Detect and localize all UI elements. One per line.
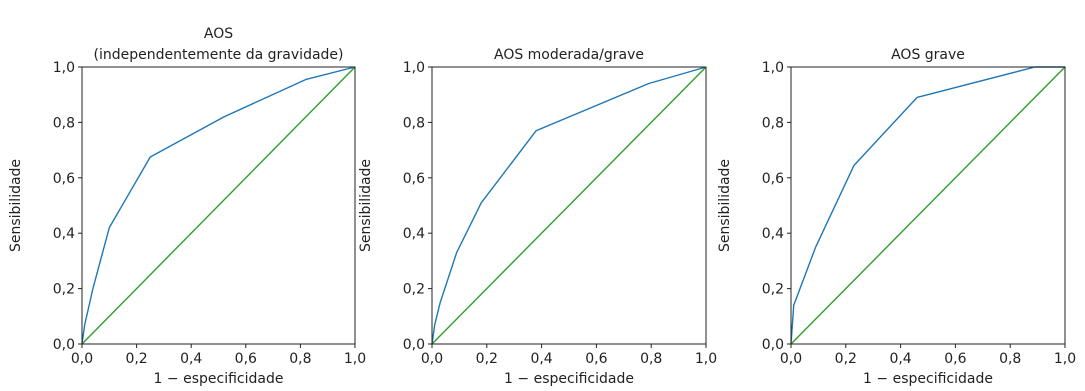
y-tick-label: 0,2 [53,282,75,298]
y-tick-label: 0,6 [762,171,784,187]
x-tick-label: 0,0 [71,351,93,367]
y-tick-label: 0,4 [403,226,425,242]
x-tick-label: 1,0 [695,351,717,367]
roc-curve-line [81,66,356,345]
chart-title-line: AOS grave [891,47,965,63]
reference-diagonal-line [431,66,707,345]
x-tick-label: 1,0 [1054,351,1076,367]
x-tick-label: 0,6 [944,351,966,367]
y-tick-label: 0,4 [53,226,75,242]
x-tick-label: 0,6 [235,351,257,367]
y-tick-label: 0,0 [403,337,425,353]
x-tick-label: 0,4 [530,351,552,367]
y-tick-label: 0,2 [762,282,784,298]
y-tick-label: 0,4 [762,226,784,242]
chart-panel-2: AOS moderada/grave 0,0 0,2 0,4 0,6 0,8 1,0 0,0 0… [358,47,717,387]
chart-panel-1: AOS(independentemente da gravidade)0,0 0,… [8,26,366,387]
chart-title-line: AOS moderada/grave [494,47,644,63]
reference-diagonal-line [790,66,1066,345]
x-tick-label: 1,0 [344,351,366,367]
chart-title-line: (independentemente da gravidade) [94,47,344,63]
y-tick-label: 0,0 [53,337,75,353]
x-tick-label: 0,2 [476,351,498,367]
y-tick-label: 0,8 [403,115,425,131]
x-tick-label: 0,8 [640,351,662,367]
y-tick-label: 1,0 [403,60,425,76]
x-tick-label: 0,4 [889,351,911,367]
y-tick-label: 0,0 [762,337,784,353]
x-tick-label: 0,8 [289,351,311,367]
y-tick-label: 0,6 [403,171,425,187]
chart-title-line: AOS [204,26,233,42]
roc-curve-line [431,66,707,345]
y-tick-label: 1,0 [53,60,75,76]
x-axis-label: 1 − especificidade [154,371,284,387]
y-tick-label: 1,0 [762,60,784,76]
y-tick-label: 0,8 [762,115,784,131]
x-tick-label: 0,0 [780,351,802,367]
plot-frame [81,66,356,345]
chart-panel-3: AOS grave 0,0 0,2 0,4 0,6 0,8 1,0 0,0 0,2 0,4 0,6 0… [717,47,1076,387]
x-tick-label: 0,8 [999,351,1021,367]
x-tick-label: 0,0 [421,351,443,367]
plot-frame [431,66,707,345]
x-tick-label: 0,2 [835,351,857,367]
y-axis-label: Sensibilidade [358,159,374,252]
y-axis-label: Sensibilidade [717,159,733,252]
y-axis-label: Sensibilidade [8,159,24,252]
y-tick-label: 0,6 [53,171,75,187]
x-tick-label: 0,4 [180,351,202,367]
plot-frame [790,66,1066,345]
x-tick-label: 0,2 [125,351,147,367]
y-tick-label: 0,2 [403,282,425,298]
x-axis-label: 1 − especificidade [863,371,993,387]
x-tick-label: 0,6 [585,351,607,367]
x-axis-label: 1 − especificidade [504,371,634,387]
y-tick-label: 0,8 [53,115,75,131]
reference-diagonal-line [81,66,356,345]
